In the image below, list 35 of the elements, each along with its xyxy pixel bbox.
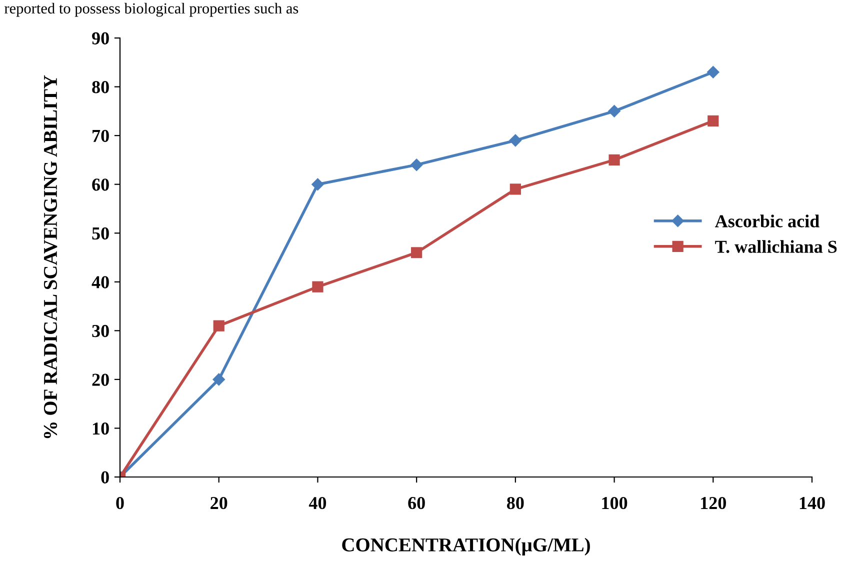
x-tick-label: 20: [210, 496, 228, 510]
legend-label: T. wallichiana S: [715, 240, 837, 253]
text: reported to possess biological properties such as: [4, 2, 298, 17]
point: [510, 184, 521, 195]
y-tick-label: 80: [92, 81, 109, 94]
legend-label: Ascorbic acid: [715, 214, 820, 228]
point: [608, 105, 620, 118]
x-axis-title: CONCENTRATION(µG/ML): [342, 538, 590, 556]
x-tick-label: 60: [408, 496, 425, 510]
point: [608, 154, 620, 166]
x-tick-label: 140: [800, 496, 825, 510]
y-tick-label: 10: [92, 422, 109, 435]
point: [312, 178, 324, 190]
point: [708, 115, 719, 126]
y-tick-label: 70: [92, 130, 109, 142]
point: [509, 134, 522, 147]
y-axis-title: % OF RADICAL SCAVENGING ABILITY: [44, 75, 58, 438]
x-tick-label: 40: [308, 496, 326, 510]
point: [411, 247, 422, 258]
x-tick-label: 120: [701, 496, 726, 510]
x-tick-label: 80: [507, 496, 524, 510]
y-tick-label: 60: [92, 178, 109, 191]
point: [212, 373, 225, 386]
point: [410, 158, 423, 171]
point: [213, 320, 224, 332]
y-tick-label: 40: [92, 276, 109, 288]
point: [312, 281, 324, 292]
y-tick-label: 20: [92, 374, 109, 386]
y-tick-label: 50: [92, 227, 109, 240]
y-tick-label: 0: [101, 471, 109, 484]
x-tick-label: 0: [116, 496, 124, 510]
y-tick-label: 90: [92, 32, 109, 44]
x-tick-label: 100: [602, 496, 628, 510]
point: [707, 66, 720, 78]
y-tick-label: 30: [92, 324, 109, 338]
